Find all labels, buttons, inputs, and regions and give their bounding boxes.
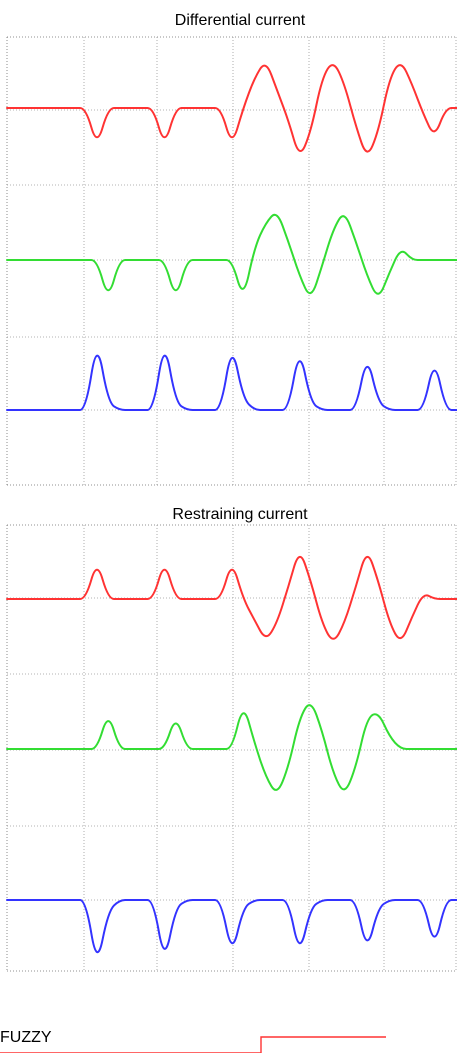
fuzzy-label: FUZZY bbox=[0, 1029, 52, 1046]
restraining-blue-series bbox=[6, 899, 457, 954]
chart-title-differential: Differential current bbox=[175, 12, 306, 29]
restraining-waveforms bbox=[6, 556, 457, 954]
restraining-green-series bbox=[6, 704, 457, 791]
differential-green-series bbox=[6, 213, 457, 295]
fuzzy-trace: FUZZY bbox=[0, 1029, 386, 1053]
fuzzy-step bbox=[260, 1036, 386, 1053]
differential-waveforms bbox=[6, 64, 457, 411]
restraining-red-series bbox=[6, 556, 457, 640]
differential-blue-series bbox=[6, 354, 457, 411]
differential-current-chart: Differential current bbox=[6, 12, 457, 486]
restraining-current-chart: Restraining current bbox=[6, 506, 457, 972]
chart-title-restraining: Restraining current bbox=[172, 506, 308, 523]
differential-red-series bbox=[6, 64, 457, 153]
